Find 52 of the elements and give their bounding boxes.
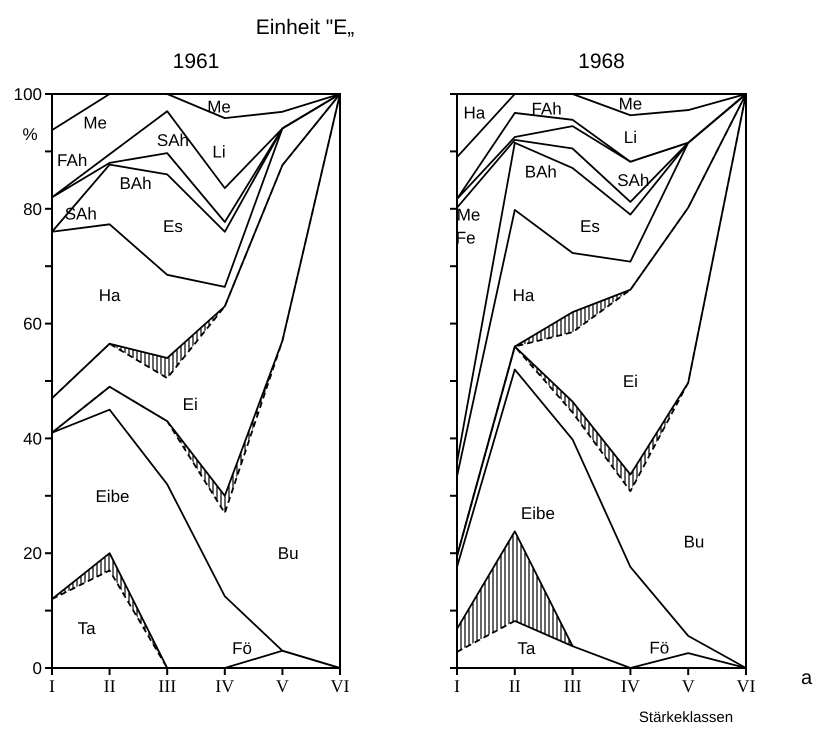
x-tick-label: V [682, 676, 695, 696]
annotation: BAh [524, 162, 557, 182]
x-tick-label: VI [736, 676, 756, 696]
annotation: Me [456, 205, 480, 224]
y-tick-label: 60 [23, 314, 42, 334]
annotation: Bu [684, 532, 704, 552]
x-axis-title: Stärkeklassen [638, 709, 734, 726]
x-tick-label: II [508, 676, 521, 696]
y-axis-title: % [22, 125, 38, 144]
y-tick-label: 20 [23, 544, 42, 564]
annotation: Li [212, 142, 226, 162]
y-tick-label: 40 [23, 429, 42, 448]
chart-subtitle: 1968 [578, 50, 625, 73]
x-tick-label: VI [330, 676, 350, 696]
x-tick-label: III [564, 676, 582, 696]
x-tick-label: IV [215, 676, 234, 696]
annotation: Ha [98, 286, 122, 305]
annotation: Eibe [95, 486, 130, 506]
x-tick-label: III [158, 676, 176, 696]
annotation: Li [624, 128, 638, 147]
text: a [801, 667, 813, 689]
annotation: Ei [182, 394, 198, 414]
x-tick-label: V [276, 676, 289, 696]
annotation: Ei [622, 372, 638, 391]
annotation: SAh [617, 171, 650, 190]
annotation: Ta [78, 618, 96, 638]
y-tick-label: 100 [14, 84, 42, 104]
annotation: Bu [278, 544, 299, 564]
x-tick-label: II [104, 676, 116, 696]
annotation: Me [618, 94, 642, 114]
y-tick-label: 0 [32, 658, 42, 678]
chart-subtitle: 1961 [172, 50, 220, 73]
annotation: FAh [57, 150, 88, 170]
annotation: BAh [119, 174, 152, 193]
annotation: Fö [649, 638, 670, 658]
annotation: FAh [531, 99, 562, 118]
annotation: Ha [512, 286, 535, 305]
annotation: Ta [517, 638, 536, 658]
annotation: SAh [156, 130, 190, 150]
annotation: Me [83, 114, 108, 133]
annotation: Me [207, 98, 231, 117]
annotation: Ha [463, 103, 486, 122]
chart-title: Einheit "E„ [256, 16, 354, 39]
annotation: Es [580, 216, 600, 236]
x-tick-label: I [454, 676, 460, 696]
annotation: Fö [232, 638, 252, 658]
annotation: Es [163, 216, 183, 236]
annotation: Eibe [520, 504, 555, 523]
y-tick-label: 80 [23, 200, 42, 219]
x-tick-label: IV [620, 676, 640, 696]
annotation: SAh [64, 204, 97, 224]
x-tick-label: I [49, 676, 55, 696]
